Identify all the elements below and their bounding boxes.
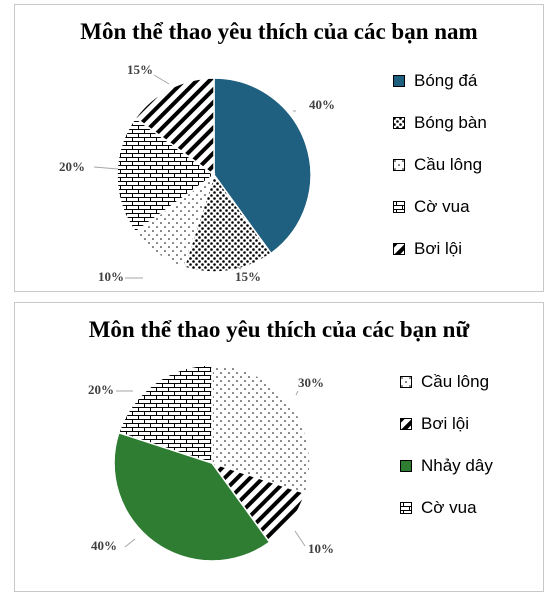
legend-swatch — [400, 502, 412, 514]
legend-label: Cầu lông — [414, 155, 483, 174]
data-label-co-vua: 20% — [88, 382, 114, 397]
legend-swatch — [400, 418, 412, 430]
legend-girls: Cầu lông Bơi lội Nhảy dây Cờ vua — [400, 361, 493, 529]
legend-item-boi-loi: Bơi lội — [393, 228, 487, 270]
chart-panel-girls: Môn thể thao yêu thích của các bạn nữ 30… — [14, 302, 544, 592]
legend-item-bong-da: Bóng đá — [393, 60, 487, 102]
legend-swatch — [393, 75, 405, 87]
data-label-co-vua: 20% — [59, 159, 85, 174]
legend-swatch — [393, 243, 405, 255]
pie-chart-boys: 40% 15% 10% 20% 15% — [59, 62, 335, 284]
legend-item-bong-ban: Bóng bàn — [393, 102, 487, 144]
legend-item-cau-long: Cầu lông — [400, 361, 493, 403]
chart-panel-boys: Môn thể thao yêu thích của các bạn nam 4… — [14, 4, 544, 292]
chart-title: Môn thể thao yêu thích của các bạn nam — [80, 19, 478, 44]
leader-line — [153, 74, 170, 85]
legend-boys: Bóng đá Bóng bàn Cầu lông Cờ vua Bơi lội — [393, 60, 487, 270]
legend-label: Bơi lội — [414, 239, 462, 258]
leader-line — [295, 390, 299, 396]
legend-swatch — [393, 201, 405, 213]
legend-item-boi-loi: Bơi lội — [400, 403, 493, 445]
data-label-cau-long: 30% — [298, 375, 324, 390]
leader-line — [236, 266, 242, 270]
data-label-cau-long: 10% — [98, 269, 124, 284]
pie-outline — [116, 77, 312, 273]
legend-swatch — [400, 460, 412, 472]
data-label-bong-da: 40% — [309, 97, 335, 112]
chart-title: Môn thể thao yêu thích của các bạn nữ — [88, 317, 470, 342]
data-label-nhay-day: 40% — [91, 538, 117, 553]
legend-swatch — [393, 159, 405, 171]
data-label-boi-loi: 10% — [308, 541, 334, 556]
leader-line — [294, 530, 306, 547]
pie-outline — [113, 364, 311, 562]
legend-label: Bơi lội — [421, 414, 469, 433]
pie-chart-girls: 30% 10% 40% 20% — [88, 364, 334, 562]
legend-item-co-vua: Cờ vua — [400, 487, 493, 529]
legend-label: Nhảy dây — [421, 456, 493, 475]
legend-item-cau-long: Cầu lông — [393, 144, 487, 186]
legend-label: Bóng bàn — [414, 113, 487, 132]
legend-swatch — [400, 376, 412, 388]
legend-swatch — [393, 117, 405, 129]
legend-label: Cờ vua — [421, 498, 477, 517]
legend-label: Cờ vua — [414, 197, 470, 216]
leader-line — [124, 538, 136, 548]
data-label-bong-ban: 15% — [235, 269, 261, 284]
legend-label: Bóng đá — [414, 71, 478, 90]
data-label-boi-loi: 15% — [127, 62, 153, 77]
leader-line — [93, 166, 119, 170]
legend-label: Cầu lông — [421, 372, 490, 391]
legend-item-co-vua: Cờ vua — [393, 186, 487, 228]
legend-item-nhay-day: Nhảy dây — [400, 445, 493, 487]
